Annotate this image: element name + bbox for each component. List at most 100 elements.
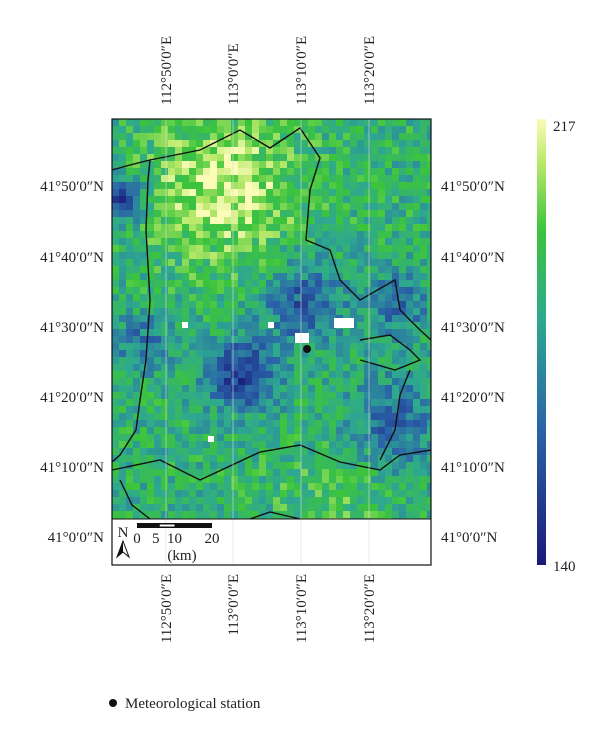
raster-cell xyxy=(315,203,322,210)
raster-cell xyxy=(245,371,252,378)
raster-cell xyxy=(273,343,280,350)
raster-cell xyxy=(322,224,329,231)
raster-cell xyxy=(301,273,308,280)
raster-cell xyxy=(189,462,196,469)
raster-cell xyxy=(357,287,364,294)
raster-cell xyxy=(238,245,245,252)
raster-cell xyxy=(224,455,231,462)
raster-cell xyxy=(371,182,378,189)
raster-cell xyxy=(217,378,224,385)
raster-cell xyxy=(119,231,126,238)
raster-cell xyxy=(294,350,301,357)
raster-cell xyxy=(413,154,420,161)
raster-cell xyxy=(399,245,406,252)
raster-cell xyxy=(238,427,245,434)
raster-cell xyxy=(273,189,280,196)
raster-cell xyxy=(119,378,126,385)
raster-cell xyxy=(287,497,294,504)
raster-cell xyxy=(217,252,224,259)
raster-cell xyxy=(322,287,329,294)
raster-cell xyxy=(133,231,140,238)
raster-cell xyxy=(301,455,308,462)
raster-cell xyxy=(413,511,420,518)
raster-cell xyxy=(119,504,126,511)
raster-cell xyxy=(294,455,301,462)
raster-cell xyxy=(154,182,161,189)
raster-cell xyxy=(126,441,133,448)
raster-cell xyxy=(161,168,168,175)
raster-cell xyxy=(231,385,238,392)
raster-cell xyxy=(413,364,420,371)
raster-cell xyxy=(140,273,147,280)
raster-cell xyxy=(203,196,210,203)
raster-cell xyxy=(112,476,119,483)
raster-cell xyxy=(371,238,378,245)
raster-cell xyxy=(140,189,147,196)
raster-cell xyxy=(280,126,287,133)
raster-cell xyxy=(294,469,301,476)
raster-cell xyxy=(189,133,196,140)
raster-cell xyxy=(189,161,196,168)
raster-cell xyxy=(140,217,147,224)
raster-cell xyxy=(168,154,175,161)
raster-cell xyxy=(399,273,406,280)
raster-cell xyxy=(210,476,217,483)
raster-cell xyxy=(413,189,420,196)
raster-cell xyxy=(126,385,133,392)
raster-cell xyxy=(245,378,252,385)
raster-cell xyxy=(147,427,154,434)
raster-cell xyxy=(203,315,210,322)
raster-cell xyxy=(182,343,189,350)
raster-cell xyxy=(203,427,210,434)
raster-cell xyxy=(147,497,154,504)
raster-cell xyxy=(322,469,329,476)
raster-cell xyxy=(287,259,294,266)
raster-cell xyxy=(224,238,231,245)
raster-cell xyxy=(217,399,224,406)
raster-cell xyxy=(406,497,413,504)
raster-cell xyxy=(112,182,119,189)
raster-cell xyxy=(112,245,119,252)
raster-cell xyxy=(322,413,329,420)
raster-cell xyxy=(238,273,245,280)
raster-cell xyxy=(427,322,431,329)
raster-cell xyxy=(210,343,217,350)
raster-cell xyxy=(280,364,287,371)
raster-cell xyxy=(154,399,161,406)
raster-cell xyxy=(175,140,182,147)
raster-cell xyxy=(119,161,126,168)
raster-cell xyxy=(280,196,287,203)
raster-cell xyxy=(350,154,357,161)
raster-cell xyxy=(385,329,392,336)
raster-cell xyxy=(322,490,329,497)
raster-cell xyxy=(364,378,371,385)
raster-cell xyxy=(231,427,238,434)
raster-cell xyxy=(392,231,399,238)
raster-cell xyxy=(287,357,294,364)
raster-cell xyxy=(364,441,371,448)
raster-cell xyxy=(231,413,238,420)
raster-cell xyxy=(231,245,238,252)
raster-cell xyxy=(189,490,196,497)
raster-cell xyxy=(189,126,196,133)
raster-cell xyxy=(350,182,357,189)
raster-cell xyxy=(126,294,133,301)
raster-cell xyxy=(280,168,287,175)
raster-cell xyxy=(217,371,224,378)
raster-cell xyxy=(406,441,413,448)
raster-cell xyxy=(112,140,119,147)
raster-cell xyxy=(147,147,154,154)
raster-cell xyxy=(245,385,252,392)
raster-cell xyxy=(231,217,238,224)
raster-cell xyxy=(280,224,287,231)
raster-cell xyxy=(392,154,399,161)
raster-cell xyxy=(133,175,140,182)
raster-cell xyxy=(175,203,182,210)
raster-cell xyxy=(294,462,301,469)
raster-cell xyxy=(238,133,245,140)
raster-cell xyxy=(140,196,147,203)
raster-cell xyxy=(427,497,431,504)
raster-cell xyxy=(196,462,203,469)
raster-cell xyxy=(301,210,308,217)
raster-cell xyxy=(161,287,168,294)
